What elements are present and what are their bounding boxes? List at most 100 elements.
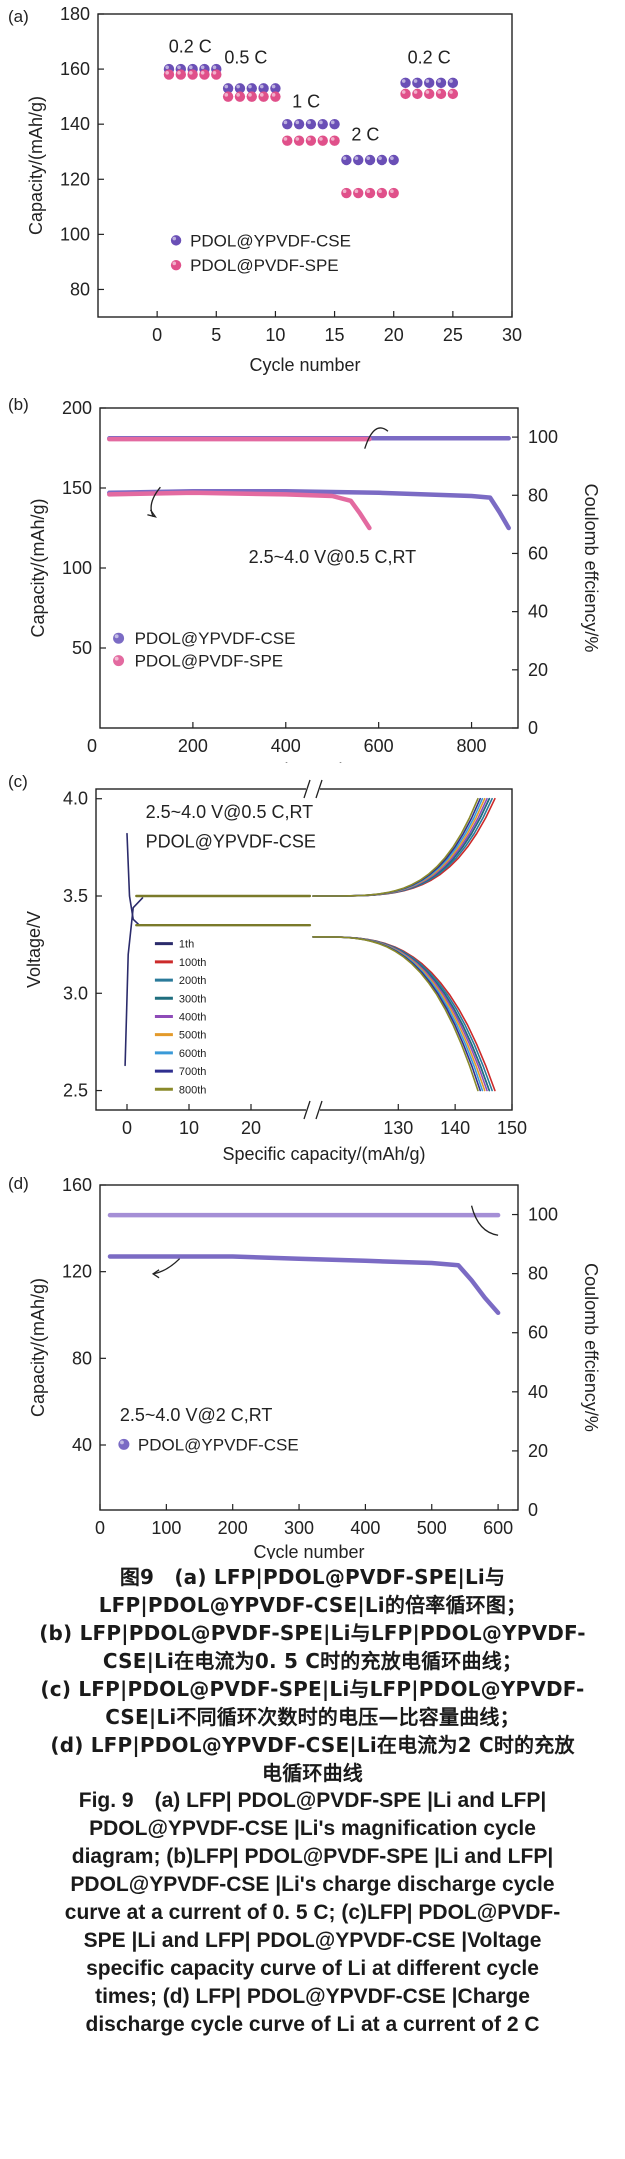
panel-letter: (c) [8, 772, 28, 791]
y-tick-label: 3.0 [63, 983, 88, 1003]
data-point-0-highlight [449, 79, 453, 83]
cycling-0-5c-chart: (b) 50 100 150 200 0 200 400 600 800 0 20 40 60 80 100 C… [8, 395, 601, 780]
caption-en-line: specific capacity curve of Li at differe… [86, 1957, 539, 1980]
data-point-1 [187, 69, 198, 80]
data-point-0 [341, 154, 352, 166]
data-point-0-highlight [248, 84, 252, 89]
axis-break-mark [315, 779, 323, 799]
caption-cn-line: LFP|PDOL@YPVDF-CSE|Li的倍率循环图； [98, 1593, 527, 1617]
axis-break-gap [306, 1102, 320, 1118]
data-point-1 [364, 187, 376, 199]
plot-frame [95, 788, 513, 1111]
caption-cn-line: CSE|Li不同循环次数时的电压—比容量曲线； [105, 1705, 520, 1729]
y-tick-label: 40 [72, 1435, 92, 1455]
data-point-0 [353, 154, 364, 166]
y2-tick-label: 40 [528, 1382, 548, 1402]
charge-curve-500th [312, 797, 486, 897]
y-tick-label: 50 [72, 638, 92, 658]
caption-en-line: Fig. 9 (a) LFP| PDOL@PVDF-SPE |Li and LF… [78, 1789, 547, 1812]
data-point-1-highlight [437, 90, 442, 94]
y2-axis-label: Coulomb effciency/% [581, 484, 601, 653]
y2-tick-label: 20 [528, 1441, 548, 1461]
data-point-0-highlight [401, 79, 406, 83]
data-point-1-highlight [449, 90, 453, 94]
data-point-1-highlight [342, 189, 347, 194]
data-point-0-highlight [188, 65, 193, 70]
panel-b: (b) 50 100 150 200 0 200 400 600 800 0 20 40 60 80 100 C… [0, 388, 625, 780]
initial-charge-curve [126, 832, 141, 926]
rate-label: 1 C [292, 92, 320, 112]
x-tick-label: 400 [350, 1518, 380, 1538]
legend-label: 200th [179, 975, 207, 987]
data-point-1 [282, 135, 293, 146]
data-point-0 [412, 77, 423, 89]
data-point-1-highlight [319, 137, 323, 141]
data-point-1-highlight [236, 92, 240, 97]
legend-marker [113, 655, 125, 667]
data-point-0-highlight [271, 84, 276, 89]
caption-en-line: curve at a current of 0. 5 C; (c)LFP| PD… [64, 1901, 561, 1924]
data-point-0-highlight [437, 79, 442, 83]
y-tick-label: 160 [62, 1175, 92, 1195]
data-point-1 [199, 69, 210, 80]
data-point-0-highlight [425, 79, 430, 83]
chart-annotation: PDOL@YPVDF-CSE [146, 831, 316, 851]
data-point-1 [317, 135, 328, 146]
data-point-0 [329, 118, 340, 130]
y-tick-label: 120 [60, 169, 90, 189]
data-point-0-highlight [390, 156, 394, 160]
y2-tick-label: 60 [528, 543, 548, 563]
data-point-0 [317, 118, 328, 130]
panel-a: (a) 80 100 120 140 160 180 0 5 10 15 20 25 30 Capacity… [0, 0, 625, 385]
data-point-0 [282, 118, 293, 130]
data-point-0 [388, 154, 399, 166]
cycling-2c-chart: (d) 40 80 120 160 0 100 200 300 400 500 600 0 20 40 60 8… [8, 1174, 601, 1562]
x-tick-label: 400 [271, 736, 301, 756]
y-axis-label: Voltage/V [24, 911, 44, 988]
plot-frame [99, 407, 519, 729]
x-tick-label: 20 [241, 1118, 261, 1138]
y-tick-label: 120 [62, 1262, 92, 1282]
x-tick-label: 200 [178, 736, 208, 756]
data-point-1 [234, 91, 246, 102]
caption-cn-line: 图9 (a) LFP|PDOL@PVDF-SPE|Li与 [119, 1565, 506, 1589]
caption-en-line: PDOL@YPVDF-CSE |Li's charge discharge cy… [70, 1873, 555, 1896]
y-tick-label: 100 [62, 558, 92, 578]
x-tick-label: 5 [211, 325, 221, 345]
data-point-1-highlight [248, 92, 252, 97]
arrow-to-right-axis [364, 427, 389, 449]
data-point-1 [222, 91, 234, 102]
data-point-0-highlight [283, 120, 288, 125]
axis-break-mark [303, 1100, 311, 1120]
caption-en-line: discharge cycle curve of Li at a current… [85, 2013, 540, 2036]
y2-tick-label: 80 [528, 1264, 548, 1284]
rate-label: 0.5 C [224, 48, 267, 68]
panel-letter: (a) [8, 7, 29, 26]
caption-en-line: PDOL@YPVDF-CSE |Li's magnification cycle [89, 1817, 536, 1840]
charge-curve-100th [312, 797, 496, 897]
data-point-0-highlight [342, 156, 347, 160]
data-point-1-highlight [425, 90, 430, 94]
data-point-1 [293, 135, 305, 146]
data-point-1-highlight [390, 189, 394, 194]
y2-tick-label: 40 [528, 602, 548, 622]
legend-marker-highlight [172, 261, 177, 266]
x-tick-label: 600 [364, 736, 394, 756]
legend-label: 800th [179, 1084, 207, 1096]
x-tick-label: 140 [440, 1118, 470, 1138]
charge-curve-400th [312, 797, 488, 897]
data-point-1 [412, 88, 423, 100]
data-point-0-highlight [319, 120, 323, 125]
y-tick-label: 100 [60, 224, 90, 244]
y-tick-label: 200 [62, 398, 92, 418]
plot-frame [99, 1184, 519, 1511]
data-point-1-highlight [366, 189, 371, 194]
arrow-to-left-axis [152, 1258, 181, 1275]
arrow-head [147, 509, 157, 518]
data-point-1 [424, 88, 435, 100]
chart-annotation: 2.5~4.0 V@0.5 C,RT [249, 547, 417, 567]
data-point-1-highlight [200, 70, 205, 75]
panel-letter: (b) [8, 395, 29, 414]
x-tick-label: 200 [218, 1518, 248, 1538]
rate-label: 0.2 C [169, 37, 212, 57]
